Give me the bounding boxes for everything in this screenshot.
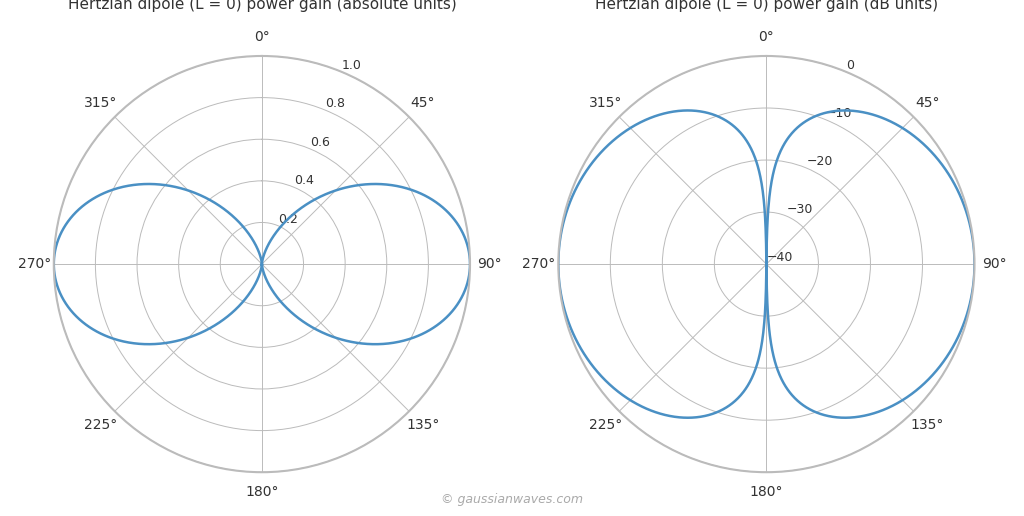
Text: © gaussianwaves.com: © gaussianwaves.com (441, 493, 583, 506)
Title: Hertzian dipole (L = 0) power gain (dB units): Hertzian dipole (L = 0) power gain (dB u… (595, 0, 938, 12)
Title: Hertzian dipole (L = 0) power gain (absolute units): Hertzian dipole (L = 0) power gain (abso… (68, 0, 457, 12)
